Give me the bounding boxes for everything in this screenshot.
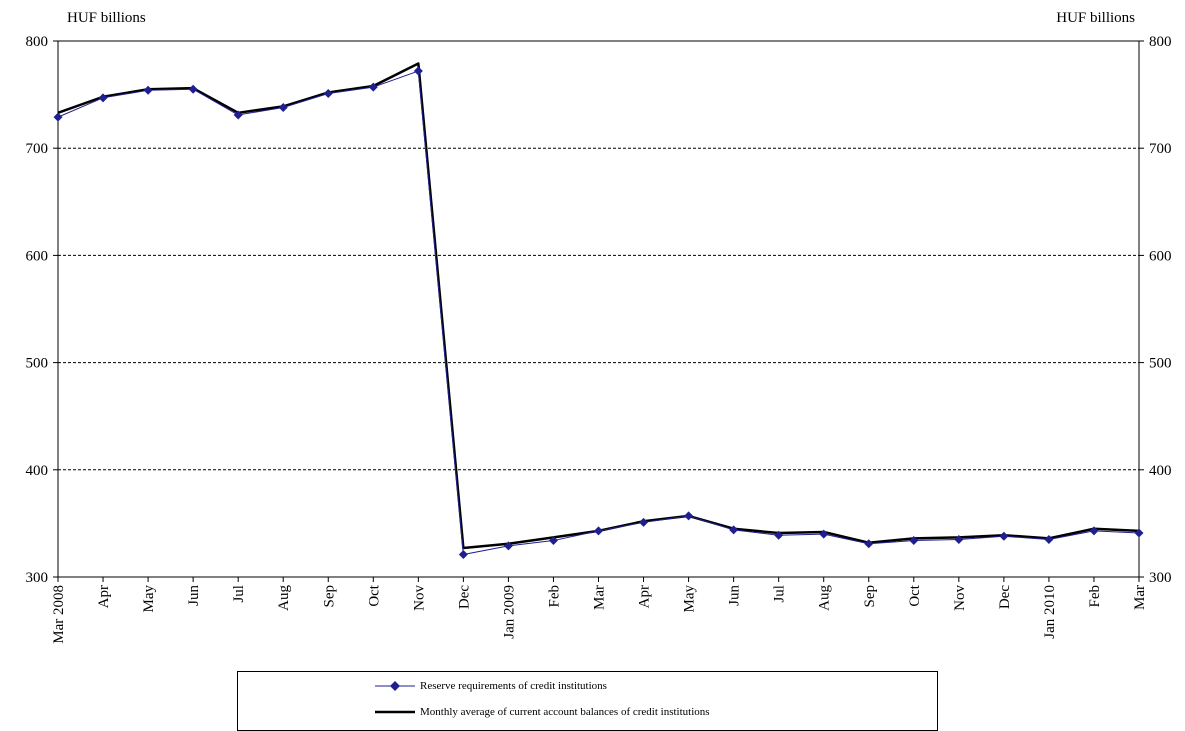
legend-swatch-current-account-balances xyxy=(375,710,415,714)
x-tick-label-16: Jul xyxy=(772,585,788,603)
point-reserve-requirements-2 xyxy=(143,85,153,95)
legend-label-current-account-balances: Monthly average of current account balan… xyxy=(420,706,710,718)
y-axis-unit-label-right: HUF billions xyxy=(1056,10,1135,26)
point-reserve-requirements-10 xyxy=(503,541,513,551)
x-tick-label-18: Sep xyxy=(862,585,878,608)
x-tick-label-21: Dec xyxy=(997,585,1013,609)
y-tick-label-right-300: 300 xyxy=(1149,570,1172,586)
x-tick-label-10: Jan 2009 xyxy=(501,585,517,639)
point-reserve-requirements-24 xyxy=(1134,528,1144,538)
x-tick-label-11: Feb xyxy=(546,585,562,608)
x-tick-label-19: Oct xyxy=(907,584,923,606)
point-reserve-requirements-21 xyxy=(999,531,1009,541)
x-tick-label-15: Jun xyxy=(727,585,743,606)
y-tick-label-left-700: 700 xyxy=(26,141,49,157)
point-reserve-requirements-14 xyxy=(684,511,694,521)
x-tick-label-20: Nov xyxy=(952,585,968,611)
x-tick-label-6: Sep xyxy=(321,585,337,608)
x-tick-label-13: Apr xyxy=(637,585,653,608)
line-chart: 300 300 400 400 500 500 600 600 700 700 800 800 Mar … xyxy=(26,34,1172,644)
point-reserve-requirements-6 xyxy=(323,89,333,99)
y-tick-label-left-300: 300 xyxy=(26,570,49,586)
point-reserve-requirements-3 xyxy=(188,84,198,94)
point-reserve-requirements-9 xyxy=(458,549,468,559)
x-tick-label-12: Mar xyxy=(592,585,608,610)
legend-item-current-account-balances: Monthly average of current account balan… xyxy=(373,704,710,720)
point-reserve-requirements-23 xyxy=(1089,526,1099,536)
y-tick-label-right-400: 400 xyxy=(1149,463,1172,479)
point-reserve-requirements-5 xyxy=(278,102,288,112)
x-tick-label-1: Apr xyxy=(96,585,112,608)
point-reserve-requirements-18 xyxy=(864,539,874,549)
x-tick-label-5: Aug xyxy=(276,585,292,611)
series-line-reserve-requirements xyxy=(57,70,1140,556)
x-tick-label-24: Mar xyxy=(1132,585,1148,610)
legend: Reserve requirements of credit instituti… xyxy=(237,671,938,731)
point-reserve-requirements-19 xyxy=(909,536,919,546)
point-reserve-requirements-1 xyxy=(98,93,108,103)
y-tick-label-left-800: 800 xyxy=(26,34,49,50)
x-tick-label-8: Nov xyxy=(411,585,427,611)
x-tick-label-2: May xyxy=(141,585,157,613)
x-tick-label-14: May xyxy=(682,585,698,613)
point-reserve-requirements-8 xyxy=(413,66,423,76)
point-reserve-requirements-22 xyxy=(1044,534,1054,544)
x-tick-label-0: Mar 2008 xyxy=(51,585,67,644)
y-tick-label-right-700: 700 xyxy=(1149,141,1172,157)
x-tick-label-4: Jul xyxy=(231,585,247,603)
point-reserve-requirements-4 xyxy=(233,110,243,120)
point-reserve-requirements-15 xyxy=(729,525,739,535)
point-reserve-requirements-12 xyxy=(594,526,603,536)
y-tick-label-right-500: 500 xyxy=(1149,356,1172,372)
y-tick-label-right-600: 600 xyxy=(1149,248,1172,264)
legend-item-reserve-requirements: Reserve requirements of credit instituti… xyxy=(373,678,607,694)
point-reserve-requirements-0 xyxy=(53,112,63,122)
legend-swatch-reserve-requirements xyxy=(375,681,415,691)
point-reserve-requirements-16 xyxy=(774,530,784,540)
point-reserve-requirements-11 xyxy=(548,536,558,546)
y-tick-label-right-800: 800 xyxy=(1149,34,1172,50)
legend-label-reserve-requirements: Reserve requirements of credit instituti… xyxy=(420,680,607,692)
x-tick-label-3: Jun xyxy=(186,585,202,606)
y-tick-label-left-600: 600 xyxy=(26,248,49,264)
x-tick-label-22: Jan 2010 xyxy=(1042,585,1058,639)
series-line-current-account-balances xyxy=(57,62,1140,550)
x-tick-label-17: Aug xyxy=(817,585,833,611)
x-tick-label-23: Feb xyxy=(1087,585,1103,608)
point-reserve-requirements-20 xyxy=(954,534,964,544)
y-tick-label-left-500: 500 xyxy=(26,356,49,372)
point-reserve-requirements-7 xyxy=(368,82,378,92)
x-tick-label-9: Dec xyxy=(456,585,472,609)
y-axis-unit-label-left: HUF billions xyxy=(67,10,146,26)
y-tick-label-left-400: 400 xyxy=(26,463,49,479)
point-reserve-requirements-13 xyxy=(639,517,649,527)
x-tick-label-7: Oct xyxy=(366,584,382,606)
point-reserve-requirements-17 xyxy=(819,529,829,539)
